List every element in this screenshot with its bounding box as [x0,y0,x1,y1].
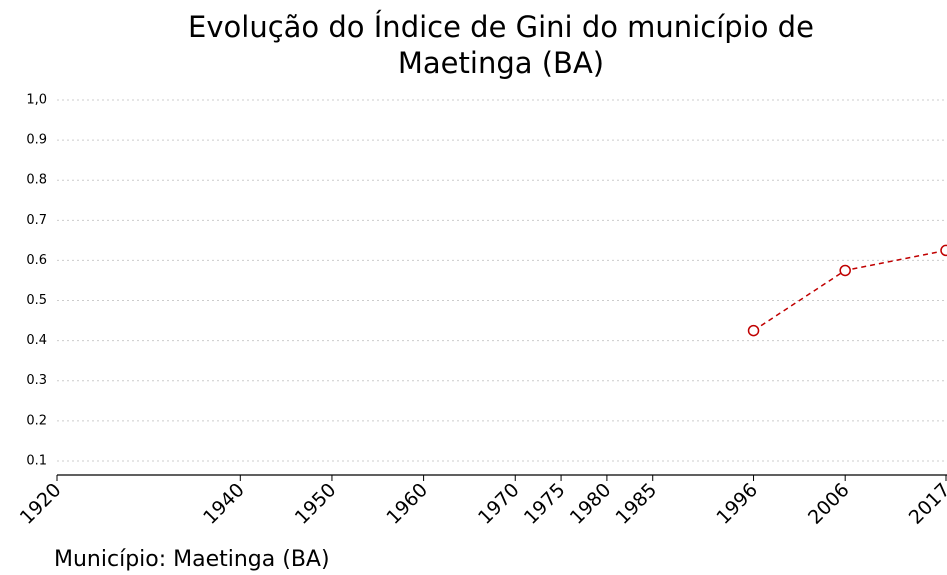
y-tick-label: 0.1 [26,453,47,468]
chart-title: Maetinga (BA) [398,46,604,80]
y-tick-label: 0.5 [26,293,47,308]
x-tick-label: 2017 [905,479,947,529]
y-tick-label: 0.6 [26,253,47,268]
x-tick-label: 2006 [804,479,854,529]
y-tick-label: 0.3 [26,373,47,388]
footer: Município: Maetinga (BA) [54,547,330,572]
x-tick-label: 1975 [520,479,570,529]
x-tick-label: 1980 [566,479,616,529]
x-tick-label: 1940 [199,479,249,529]
x-tick-label: 1996 [712,479,762,529]
x-tick-label: 1970 [474,479,524,529]
series-line [753,249,947,332]
chart-title: Evolução do Índice de Gini do município … [188,10,814,44]
y-tick-label: 0.4 [26,333,47,348]
x-tick-label: 1950 [291,479,341,529]
y-tick-label: 1,0 [26,93,47,108]
x-tick-label: 1985 [612,479,662,529]
data-point [940,244,947,257]
y-tick-label: 0.2 [26,413,47,428]
y-tick-label: 0.7 [26,213,47,228]
x-tick-label: 1920 [16,479,66,529]
y-tick-label: 0.8 [26,173,47,188]
data-point [747,324,760,337]
x-tick-label: 1960 [382,479,432,529]
data-point [839,264,851,277]
y-tick-label: 0.9 [26,133,47,148]
